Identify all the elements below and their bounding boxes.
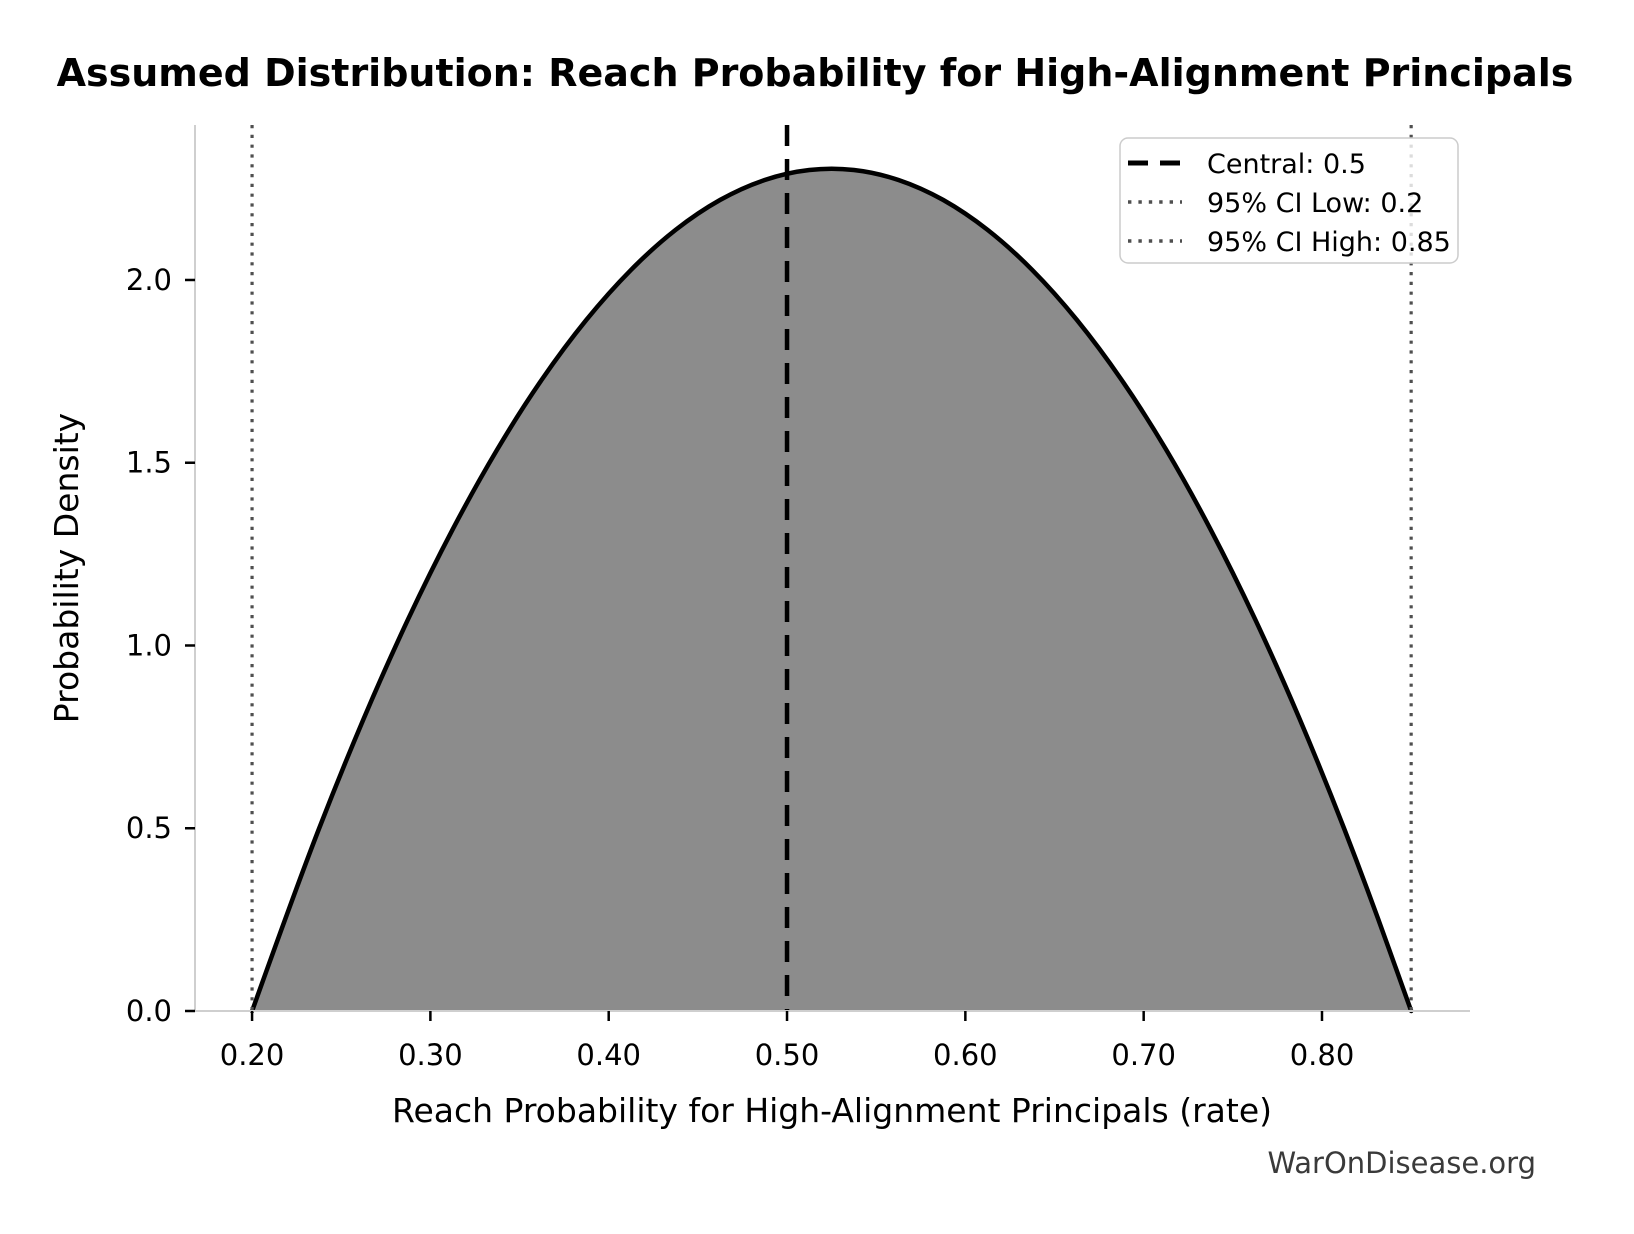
legend-box <box>1119 137 1459 264</box>
y-tick-label: 0.0 <box>126 994 172 1028</box>
density-curve <box>249 166 1414 1014</box>
y-tick-label: 1.0 <box>126 628 172 662</box>
y-axis-title: Probability Density <box>47 413 86 723</box>
x-tick-label: 0.60 <box>933 1038 998 1072</box>
legend-entry-label: 95% CI High: 0.85 <box>1207 227 1451 258</box>
plot-area <box>249 125 1414 1014</box>
y-axis-ticks: 0.0 0.5 1.0 1.5 2.0 <box>126 263 195 1028</box>
x-tick-label: 0.30 <box>398 1038 463 1072</box>
density-area-fill <box>252 168 1412 1011</box>
x-tick-label: 0.20 <box>220 1038 285 1072</box>
legend-entry-label: Central: 0.5 <box>1207 149 1366 180</box>
y-tick-label: 2.0 <box>126 263 172 297</box>
x-tick-label: 0.50 <box>755 1038 820 1072</box>
legend: Central: 0.5 95% CI Low: 0.2 95% CI High: … <box>1119 137 1459 264</box>
y-tick-label: 0.5 <box>126 811 172 845</box>
reference-lines <box>250 125 1413 1011</box>
chart-title: Assumed Distribution: Reach Probability … <box>57 51 1574 95</box>
x-tick-label: 0.80 <box>1290 1038 1355 1072</box>
x-tick-label: 0.70 <box>1111 1038 1176 1072</box>
watermark: WarOnDisease.org <box>1267 1146 1536 1180</box>
x-tick-label: 0.40 <box>576 1038 641 1072</box>
legend-entry-label: 95% CI Low: 0.2 <box>1207 188 1423 219</box>
axis-spines <box>194 125 1470 1012</box>
y-tick-label: 1.5 <box>126 446 172 480</box>
x-axis-title: Reach Probability for High-Alignment Pri… <box>392 1091 1272 1130</box>
x-axis-ticks: 0.20 0.30 0.40 0.50 0.60 0.70 0.80 <box>220 1011 1355 1072</box>
